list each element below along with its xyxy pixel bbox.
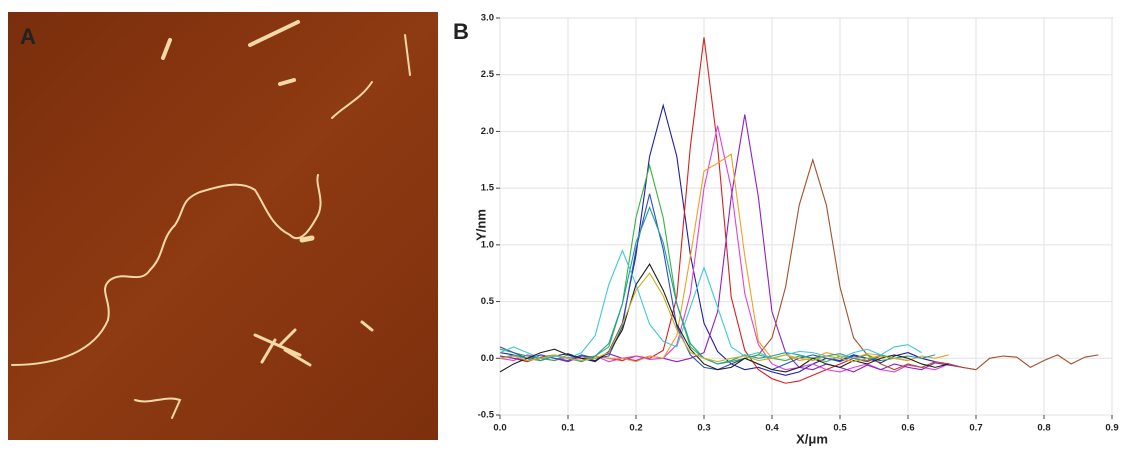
profile-line: [499, 193, 881, 371]
lines: [499, 37, 1099, 384]
x-tick-label: 0.3: [697, 423, 710, 434]
x-tick-label: 0.7: [969, 423, 982, 434]
plot-area: [499, 17, 1113, 416]
x-tick-label: 0.4: [765, 423, 779, 434]
profile-line: [499, 263, 949, 373]
x-tick-label: 0.6: [901, 423, 914, 434]
y-tick-label: -0.5: [478, 410, 495, 421]
panel-label: B: [453, 19, 469, 44]
y-tick-label: 1.0: [481, 239, 494, 250]
profile-line: [499, 249, 922, 359]
x-tick-label: 0.8: [1037, 423, 1050, 434]
profile-line: [730, 157, 1099, 371]
y-tick-label: 2.5: [481, 69, 495, 80]
x-axis-label: X/μm: [796, 431, 828, 446]
x-tick-label: 0.9: [1105, 423, 1118, 434]
fibrils: [11, 20, 411, 419]
x-tick-label: 0.1: [561, 423, 575, 434]
y-axis-label: Y/nm: [473, 209, 488, 241]
x-tick-label: 0.0: [493, 423, 506, 434]
y-tick-label: 3.0: [481, 13, 494, 24]
x-tick-label: 0.5: [833, 423, 847, 434]
grid: [499, 17, 1113, 416]
profile-line: [499, 272, 909, 363]
y-tick-label: 2.0: [481, 126, 494, 137]
afm-image: [8, 12, 438, 440]
y-tick-label: 0.5: [481, 296, 495, 307]
panel-label: A: [20, 24, 36, 49]
y-tick-label: 0.0: [481, 353, 494, 364]
ticks: 0.0 0.1 0.2 0.3 0.4 0.5 0.6 0.7 0.8 0.9 -0.5 0.0 0.5…: [478, 13, 1119, 434]
y-tick-label: 1.5: [481, 183, 495, 194]
profile-line: [499, 114, 963, 373]
x-tick-label: 0.2: [629, 423, 642, 434]
afm-background: [8, 12, 438, 440]
